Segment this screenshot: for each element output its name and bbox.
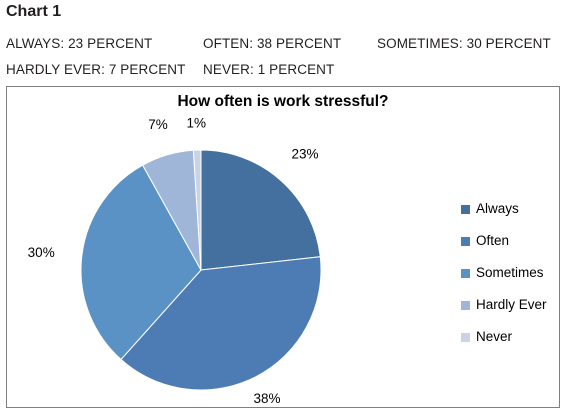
- legend-label-often: Often: [476, 233, 510, 248]
- stat-sometimes: SOMETIMES: 30 PERCENT: [377, 36, 551, 51]
- pie-slice-never: [192, 149, 202, 271]
- stat-hardly-ever: HARDLY EVER: 7 PERCENT: [6, 62, 186, 77]
- data-label-always: 23%: [292, 147, 319, 162]
- legend-label-never: Never: [476, 329, 513, 344]
- legend-label-always: Always: [476, 201, 519, 216]
- stat-always: ALWAYS: 23 PERCENT: [6, 36, 153, 51]
- data-label-often: 38%: [253, 391, 280, 406]
- legend-label-hardly-ever: Hardly Ever: [476, 297, 547, 312]
- data-label-sometimes: 30%: [28, 245, 55, 260]
- pie-slice-often: [120, 256, 322, 391]
- stat-often: OFTEN: 38 PERCENT: [203, 36, 342, 51]
- data-label-hardly-ever: 7%: [148, 117, 168, 132]
- pie-slice-always: [200, 149, 321, 271]
- legend-swatch-always: [461, 205, 470, 214]
- legend-swatch-hardly-ever: [461, 301, 470, 310]
- legend-swatch-never: [461, 333, 470, 342]
- chart-heading: Chart 1: [6, 3, 62, 20]
- legend-label-sometimes: Sometimes: [476, 265, 544, 280]
- pie-slice-sometimes: [80, 164, 202, 361]
- legend-swatch-sometimes: [461, 269, 470, 278]
- chart-title: How often is work stressful?: [177, 93, 389, 110]
- legend-swatch-often: [461, 237, 470, 246]
- chart-frame: How often is work stressful? 23% 38% 30% 7%…: [6, 86, 560, 408]
- stat-never: NEVER: 1 PERCENT: [203, 62, 335, 77]
- pie-chart: 23% 38% 30% 7% 1%: [28, 115, 322, 406]
- data-label-never: 1%: [187, 115, 207, 130]
